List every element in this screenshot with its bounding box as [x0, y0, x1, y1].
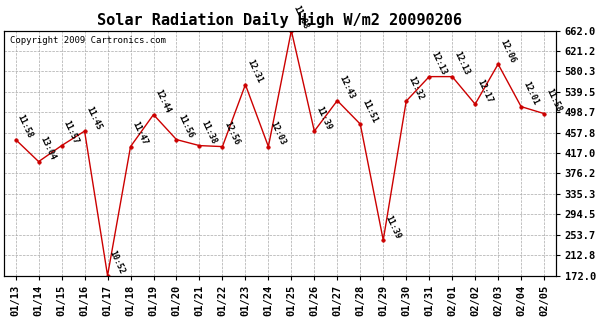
Text: 11:38: 11:38 — [199, 119, 218, 146]
Text: 12:32: 12:32 — [406, 75, 425, 101]
Text: 12:17: 12:17 — [475, 78, 494, 104]
Title: Solar Radiation Daily High W/m2 20090206: Solar Radiation Daily High W/m2 20090206 — [97, 12, 463, 28]
Text: 10:52: 10:52 — [107, 249, 126, 276]
Text: 12:43: 12:43 — [337, 74, 356, 100]
Text: 11:58: 11:58 — [16, 113, 34, 140]
Text: 12:44: 12:44 — [154, 88, 172, 115]
Text: 12:06: 12:06 — [498, 38, 517, 64]
Text: 11:08: 11:08 — [292, 4, 310, 31]
Text: 12:56: 12:56 — [223, 120, 241, 147]
Text: 12:13: 12:13 — [452, 50, 471, 76]
Text: 11:51: 11:51 — [360, 98, 379, 124]
Text: 11:39: 11:39 — [314, 105, 333, 131]
Text: 11:57: 11:57 — [62, 119, 80, 146]
Text: 11:58: 11:58 — [544, 87, 563, 114]
Text: 12:01: 12:01 — [521, 80, 540, 107]
Text: 11:56: 11:56 — [176, 113, 195, 140]
Text: 11:39: 11:39 — [383, 214, 402, 240]
Text: 12:31: 12:31 — [245, 58, 264, 84]
Text: 11:45: 11:45 — [85, 105, 103, 131]
Text: 11:47: 11:47 — [131, 120, 149, 147]
Text: Copyright 2009 Cartronics.com: Copyright 2009 Cartronics.com — [10, 36, 166, 44]
Text: 12:13: 12:13 — [429, 50, 448, 76]
Text: 12:03: 12:03 — [268, 120, 287, 147]
Text: 13:04: 13:04 — [38, 135, 58, 162]
